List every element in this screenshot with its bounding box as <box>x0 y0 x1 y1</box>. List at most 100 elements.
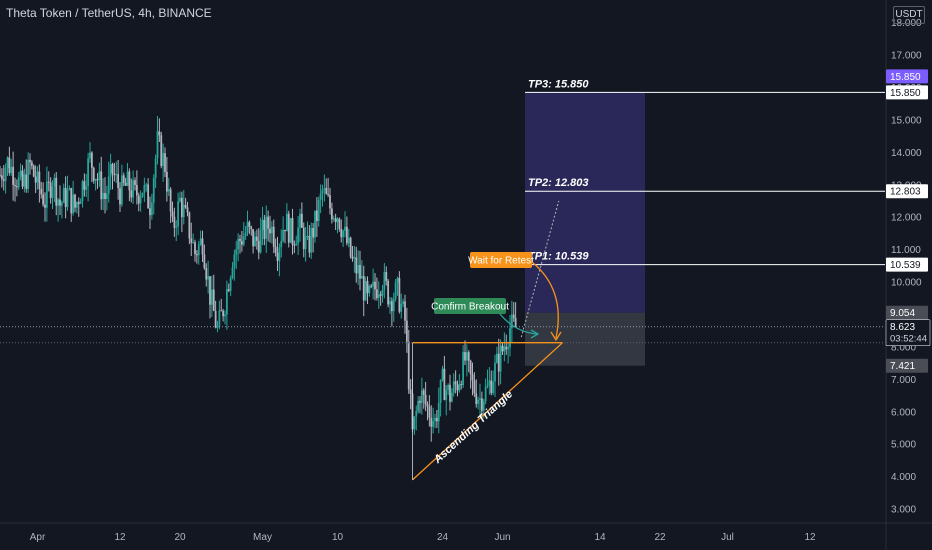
candle-body <box>102 192 105 200</box>
candle-body <box>169 189 172 212</box>
candle-body <box>368 286 371 294</box>
candle-body <box>137 195 140 204</box>
y-tick-label: 4.000 <box>891 472 916 483</box>
candle-body <box>274 246 277 253</box>
candle-body <box>282 229 285 242</box>
wait-retest-bg <box>470 252 532 268</box>
candle-body <box>280 241 283 248</box>
candle-body <box>291 218 294 245</box>
candle-body <box>377 294 380 298</box>
candle-body <box>450 392 453 402</box>
x-tick-label: 12 <box>804 532 816 543</box>
x-tick-label: 22 <box>654 532 666 543</box>
candle-body <box>462 352 465 386</box>
target-tag-bg-2 <box>886 184 928 199</box>
candle-body <box>4 167 7 181</box>
candle-body <box>64 187 67 208</box>
candle-body <box>105 193 108 199</box>
candle-body <box>8 157 11 174</box>
candle-body <box>364 280 367 301</box>
countdown-tag: 03:52:44 <box>890 334 927 345</box>
candle-body <box>445 389 448 400</box>
candle-body <box>246 222 249 233</box>
candle-body <box>224 314 226 317</box>
candle-body <box>237 238 240 250</box>
candle-body <box>201 238 204 255</box>
candle-body <box>338 218 341 230</box>
candle-body <box>372 281 375 287</box>
candle-body <box>340 229 343 238</box>
y-tick-label: 10.000 <box>891 278 922 289</box>
candle-body <box>90 152 93 168</box>
candle-body <box>394 282 397 300</box>
candle-body <box>278 247 281 261</box>
candle-body <box>332 218 335 220</box>
candle-body <box>314 210 316 238</box>
candle-body <box>284 229 286 232</box>
candle-body <box>488 380 491 385</box>
candle-body <box>381 289 384 296</box>
candle-body <box>265 216 268 239</box>
candle-body <box>74 194 76 208</box>
candle-body <box>199 238 202 245</box>
candle-body <box>293 244 296 246</box>
candle-body <box>505 346 508 350</box>
candle-body <box>59 199 61 206</box>
candle-body <box>396 278 399 283</box>
candle-body <box>85 186 88 190</box>
candle-body <box>263 219 266 239</box>
x-tick-label: Jun <box>494 532 510 543</box>
y-tick-label: 11.000 <box>891 245 921 256</box>
risk-zone <box>525 312 645 366</box>
candle-body <box>351 256 354 259</box>
candle-body <box>321 189 324 194</box>
candle-body <box>212 289 215 311</box>
x-tick-label: Jul <box>721 532 734 543</box>
candle-body <box>349 237 352 257</box>
candle-body <box>299 213 301 228</box>
candle-body <box>302 227 305 250</box>
candle-body <box>94 179 97 181</box>
candle-body <box>400 304 403 312</box>
candle-body <box>510 314 513 329</box>
candle-body <box>147 184 150 209</box>
candle-body <box>482 401 485 411</box>
candle-body <box>104 192 106 199</box>
candle-body <box>143 185 146 193</box>
candle-body <box>130 190 133 198</box>
candle-body <box>179 197 181 202</box>
y-tick-label: 8.000 <box>891 342 916 353</box>
candle-body <box>132 180 135 198</box>
candle-body <box>220 310 223 312</box>
currency-button[interactable]: USDT <box>893 6 925 24</box>
candle-body <box>355 257 358 274</box>
candle-body <box>494 362 496 382</box>
candle-body <box>122 175 125 183</box>
candle-body <box>150 202 153 216</box>
candle-body <box>501 345 504 352</box>
target-label-1: TP1: 10.539 <box>528 251 589 263</box>
candle-body <box>257 240 260 253</box>
candle-body <box>484 386 487 402</box>
candle-body <box>507 347 510 350</box>
candle-body <box>405 320 408 342</box>
candle-body <box>252 229 255 247</box>
candle-body <box>100 171 103 200</box>
candle-body <box>2 179 5 181</box>
candle-body <box>188 212 191 239</box>
candle-body <box>83 181 86 190</box>
candle-body <box>17 176 20 188</box>
candle-body <box>38 171 41 189</box>
candle-body <box>210 289 213 305</box>
target-label-3: TP3: 15.850 <box>528 78 589 90</box>
y-tick-label: 12.000 <box>891 213 922 224</box>
candle-body <box>128 171 131 191</box>
candle-body <box>458 384 461 391</box>
y-tick-label: 6.000 <box>891 407 916 418</box>
candle-body <box>379 294 382 296</box>
candle-body <box>111 164 114 174</box>
candle-body <box>404 301 406 321</box>
candle-body <box>225 289 228 315</box>
